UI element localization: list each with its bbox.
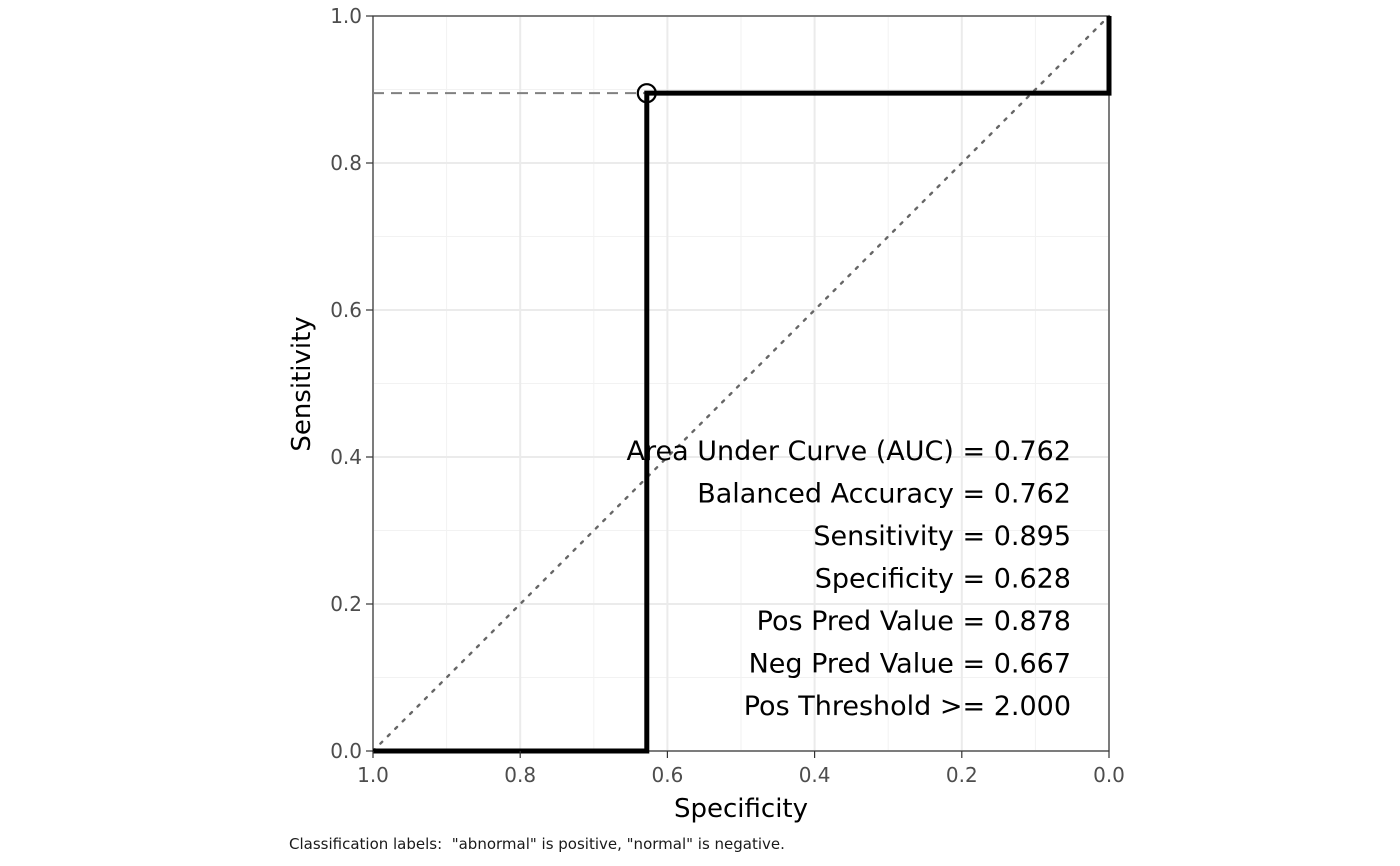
x-tick-label: 0.6 (651, 763, 683, 787)
x-tick-label: 0.4 (799, 763, 831, 787)
x-tick-label: 0.2 (946, 763, 978, 787)
series-layer (373, 16, 1112, 754)
y-tick-label: 0.0 (330, 739, 362, 763)
y-tick-label: 0.6 (330, 298, 362, 322)
y-tick-label: 1.0 (330, 4, 362, 28)
x-tick-label: 0.8 (504, 763, 536, 787)
y-axis-ticks: 0.0 0.2 0.4 0.6 0.8 1.0 (330, 4, 373, 763)
x-axis-ticks: 1.0 0.8 0.6 0.4 0.2 0.0 (357, 751, 1125, 787)
classification-caption: Classification labels: "abnormal" is pos… (289, 835, 785, 853)
metric-annotation: Pos Threshold >= 2.000 (744, 691, 1071, 722)
roc-curve-line (373, 16, 1112, 754)
metric-annotation: Balanced Accuracy = 0.762 (697, 479, 1071, 510)
y-tick-label: 0.2 (330, 592, 362, 616)
x-tick-label: 1.0 (357, 763, 389, 787)
metric-annotation: Neg Pred Value = 0.667 (749, 649, 1071, 680)
y-tick-label: 0.4 (330, 445, 362, 469)
x-tick-label: 0.0 (1093, 763, 1125, 787)
y-axis-title: Sensitivity (287, 316, 317, 451)
reference-layer (371, 14, 1111, 753)
metric-annotation: Pos Pred Value = 0.878 (757, 606, 1071, 637)
x-axis-title: Specificity (674, 794, 808, 824)
metrics-annotations: Area Under Curve (AUC) = 0.762 Balanced A… (627, 436, 1072, 722)
plot-border (372, 15, 1110, 752)
metric-annotation: Sensitivity = 0.895 (813, 521, 1071, 552)
grid-minor (373, 16, 1109, 751)
metric-annotation: Area Under Curve (AUC) = 0.762 (627, 436, 1072, 467)
metric-annotation: Specificity = 0.628 (815, 564, 1071, 595)
threshold-point-marker (636, 83, 657, 104)
y-tick-label: 0.8 (330, 151, 362, 175)
